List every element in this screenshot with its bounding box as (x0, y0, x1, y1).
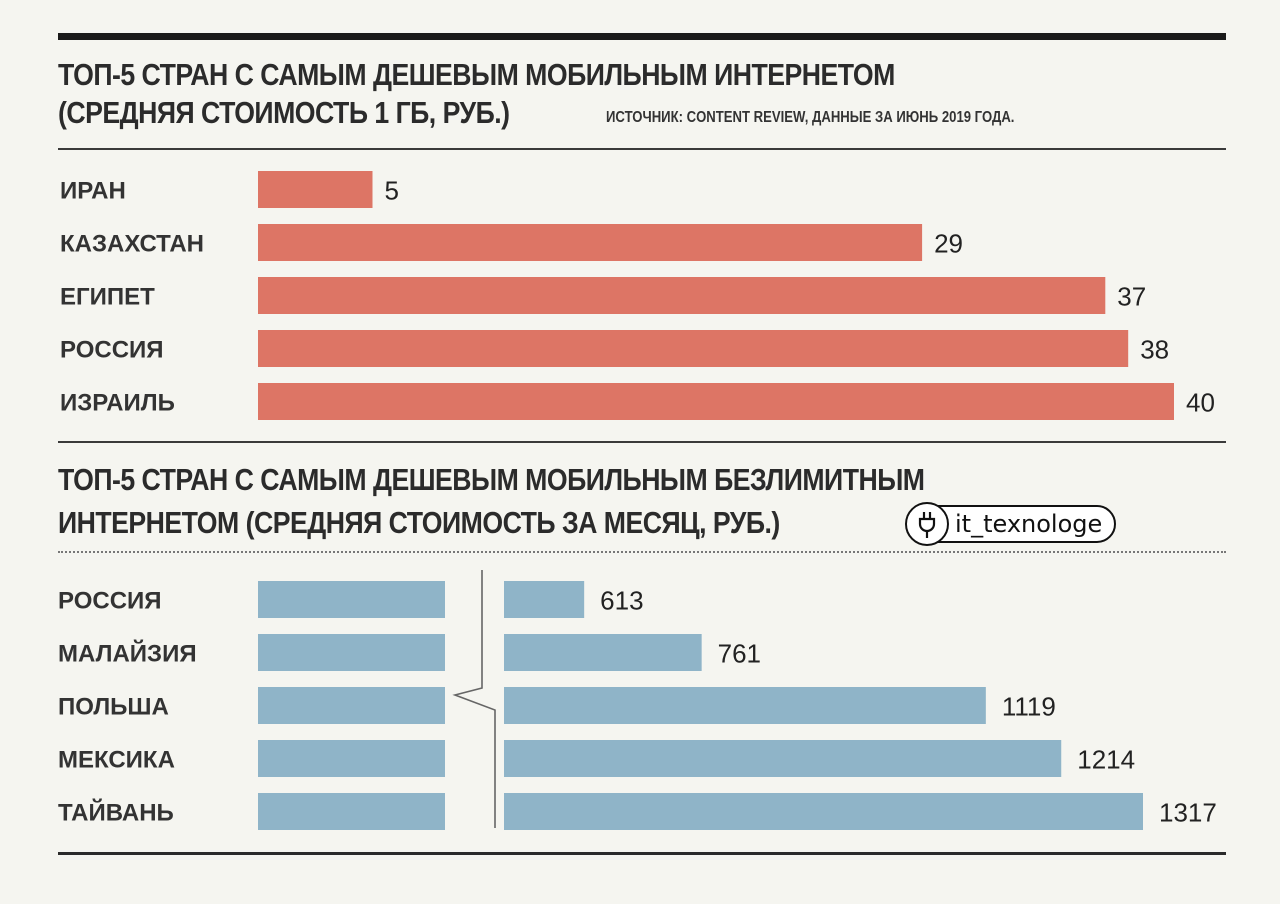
category-label: РОССИЯ (58, 588, 162, 615)
category-label: КАЗАХСТАН (60, 231, 204, 258)
value-label: 29 (934, 229, 963, 259)
bar-stub (258, 581, 445, 618)
cheapest-mobile-internet-chart: ИРАН 5 КАЗАХСТАН 29 ЕГИПЕТ 37 РОССИЯ 38 ИЗРАИЛЬ 4… (60, 171, 1215, 420)
axis-break-line (452, 570, 496, 828)
value-label: 5 (385, 176, 399, 206)
divider-top-header (58, 148, 1226, 150)
category-label: МАЛАЙЗИЯ (58, 640, 197, 668)
category-label: ЕГИПЕТ (60, 284, 155, 311)
value-label: 613 (600, 586, 643, 616)
value-label: 1317 (1159, 798, 1217, 828)
watermark-badge: it_texnologe (905, 502, 1117, 546)
top-chart-title-line2: (СРЕДНЯЯ СТОИМОСТЬ 1 ГБ, РУБ.) (58, 95, 510, 130)
bar (258, 277, 1106, 314)
source-note: ИСТОЧНИК: CONTENT REVIEW, ДАННЫЕ ЗА ИЮНЬ… (606, 109, 1015, 126)
cheapest-unlimited-internet-chart: РОССИЯ 613 МАЛАЙЗИЯ 761 ПОЛЬША 1119 МЕКСИКА 121… (58, 570, 1217, 830)
bottom-chart-title-line2: ИНТЕРНЕТОМ (СРЕДНЯЯ СТОИМОСТЬ ЗА МЕСЯЦ, … (58, 505, 780, 540)
value-label: 761 (718, 639, 761, 669)
divider-between-charts (58, 441, 1226, 443)
value-label: 40 (1186, 388, 1215, 418)
bar (504, 740, 1062, 777)
bar (504, 581, 585, 618)
bar (504, 634, 702, 671)
bar (504, 793, 1143, 830)
bar-stub (258, 687, 445, 724)
bottom-chart-title-line1: ТОП-5 СТРАН С САМЫМ ДЕШЕВЫМ МОБИЛЬНЫМ БЕ… (58, 462, 925, 497)
bar-stub (258, 634, 445, 671)
category-label: ПОЛЬША (58, 694, 169, 721)
bar (504, 687, 986, 724)
value-label: 1119 (1002, 692, 1056, 722)
bar (258, 330, 1129, 367)
bar-stub (258, 793, 445, 830)
category-label: РОССИЯ (60, 337, 164, 364)
value-label: 1214 (1077, 745, 1135, 775)
plug-icon (905, 502, 949, 546)
bar-stub (258, 740, 445, 777)
top-rule (58, 33, 1226, 40)
watermark-text: it_texnologe (955, 510, 1103, 538)
category-label: ИРАН (60, 178, 126, 205)
value-label: 38 (1140, 335, 1169, 365)
category-label: МЕКСИКА (58, 747, 175, 774)
category-label: ТАЙВАНЬ (58, 799, 174, 827)
value-label: 37 (1117, 282, 1146, 312)
bar (258, 171, 373, 208)
top-chart-title-line1: ТОП-5 СТРАН С САМЫМ ДЕШЕВЫМ МОБИЛЬНЫМ ИН… (58, 57, 895, 92)
bar (258, 224, 923, 261)
bottom-rule (58, 852, 1226, 855)
category-label: ИЗРАИЛЬ (60, 390, 175, 417)
bar (258, 383, 1174, 420)
divider-dotted (58, 551, 1226, 553)
